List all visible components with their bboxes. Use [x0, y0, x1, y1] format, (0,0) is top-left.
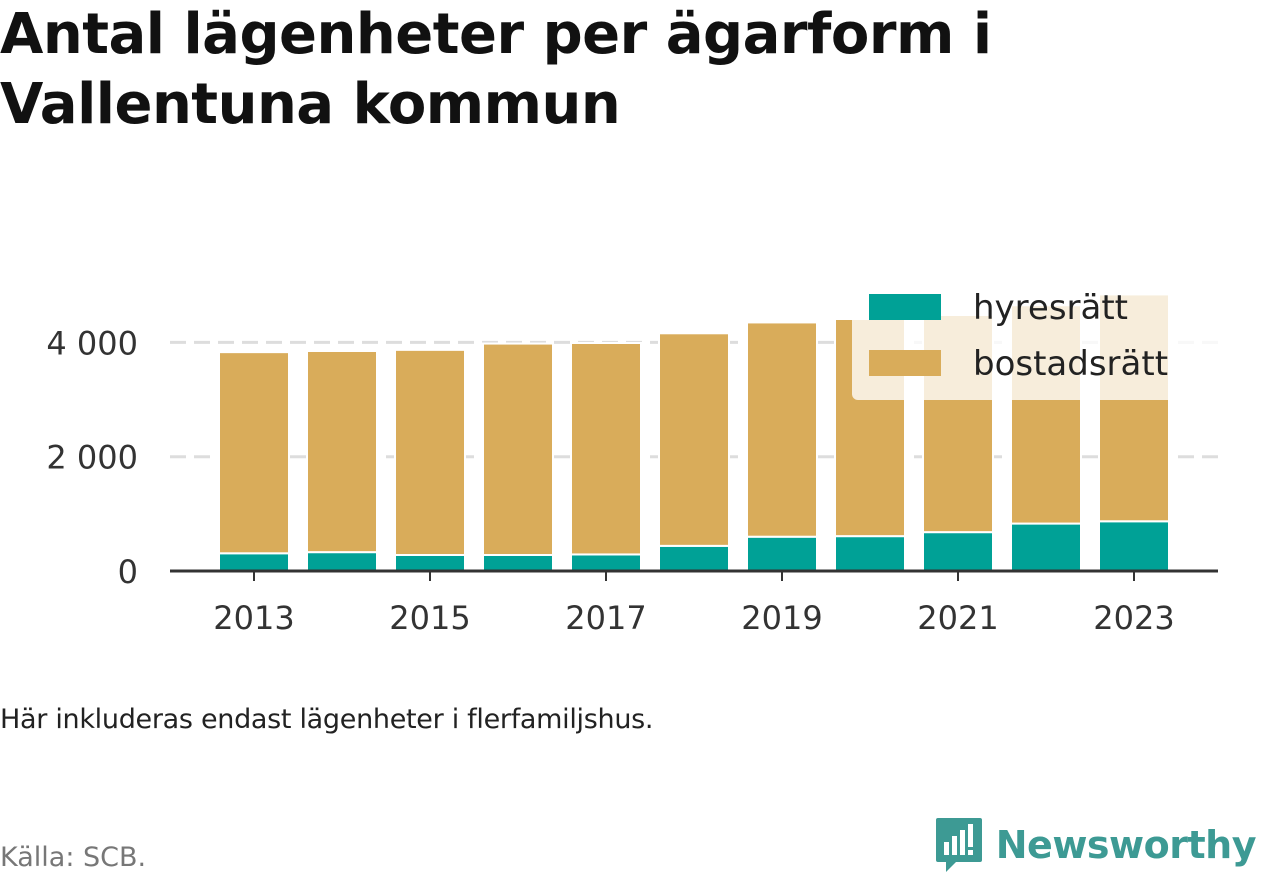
x-tick-label: 2023: [1093, 599, 1174, 637]
y-axis-ticks: 0 2 000 4 000: [46, 324, 138, 591]
source-text: Källa: SCB.: [0, 842, 147, 873]
bar-bostadsratt: [306, 350, 378, 554]
legend-background: [852, 280, 1224, 400]
chart-note: Här inkluderas endast lägenheter i flerf…: [0, 704, 654, 735]
bar-hyresratt: [1010, 522, 1082, 573]
bar-hyresratt: [482, 554, 554, 572]
bars: [218, 293, 1170, 573]
x-tick-label: 2013: [213, 599, 294, 637]
bar-bostadsratt: [218, 351, 290, 555]
legend: hyresrätt bostadsrätt: [852, 280, 1224, 400]
bar-hyresratt: [394, 554, 466, 572]
bar-hyresratt: [570, 553, 642, 572]
bar-bostadsratt: [658, 332, 730, 547]
chart-title: Antal lägenheter per ägarform i Vallentu…: [0, 2, 992, 137]
bar-bostadsratt: [482, 342, 554, 556]
legend-swatch-hyresratt: [869, 294, 941, 320]
x-tick-label: 2019: [741, 599, 822, 637]
bar-hyresratt: [306, 551, 378, 572]
legend-label-bostadsratt: bostadsrätt: [973, 344, 1168, 384]
bar-hyresratt: [658, 544, 730, 573]
x-axis-ticks: 2013 2015 2017 2019 2021 2023: [213, 571, 1175, 637]
bar-hyresratt: [218, 552, 290, 572]
y-tick-label: 2 000: [46, 439, 138, 477]
bar-hyresratt: [922, 531, 994, 572]
stacked-bar-chart: 0 2 000 4 000 2013 2015 2017 2019 2021 2023 hyr…: [46, 280, 1224, 637]
bar-hyresratt: [834, 535, 906, 572]
newsworthy-logo: Newsworthy: [934, 816, 1257, 874]
legend-swatch-bostadsratt: [869, 350, 941, 376]
bar-bostadsratt: [570, 342, 642, 556]
x-tick-label: 2021: [917, 599, 998, 637]
x-tick-label: 2017: [565, 599, 646, 637]
bar-bostadsratt: [394, 348, 466, 556]
legend-label-hyresratt: hyresrätt: [973, 288, 1128, 328]
bar-hyresratt: [1098, 520, 1170, 572]
y-tick-label: 4 000: [46, 324, 138, 362]
bar-bostadsratt: [746, 321, 818, 538]
x-tick-label: 2015: [389, 599, 470, 637]
newsworthy-logo-text: Newsworthy: [995, 823, 1257, 867]
bar-hyresratt: [746, 535, 818, 573]
newsworthy-logo-icon: [935, 818, 982, 872]
y-tick-label: 0: [118, 553, 138, 591]
